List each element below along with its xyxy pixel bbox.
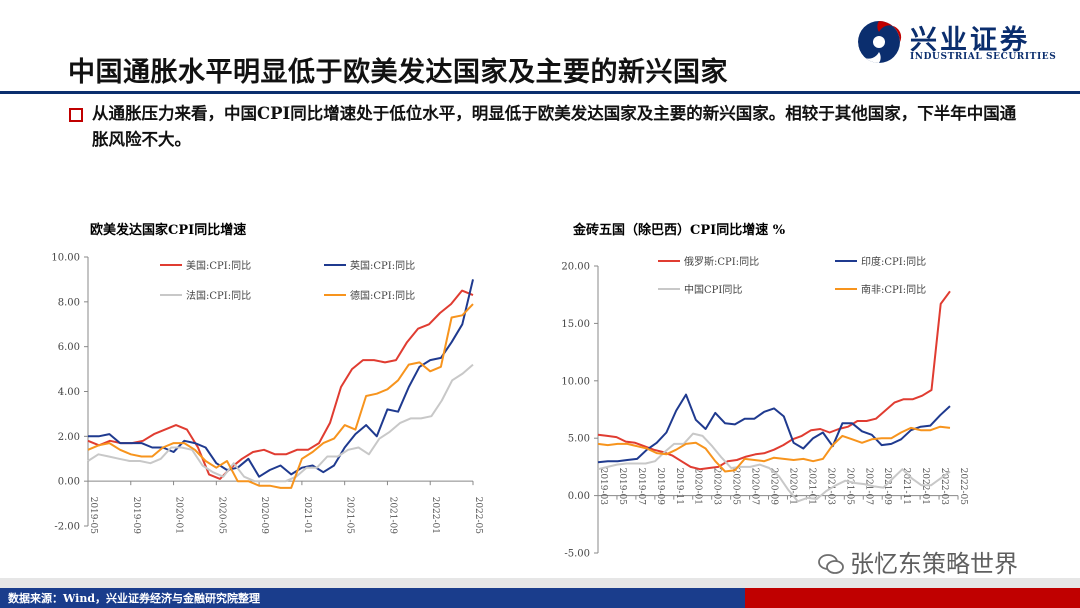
chart-developed-cpi: 10.00 8.00 6.00 4.00 2.00 0.00 -2.00 2019-05 201… — [51, 253, 483, 535]
chart1-ytick-label: 4.00 — [58, 387, 80, 398]
chart2-series-line-2 — [597, 432, 951, 503]
chart1-xtick-label: 2021-09 — [387, 497, 397, 535]
chart1-ytick-label: 2.00 — [58, 432, 80, 443]
page-title: 中国通胀水平明显低于欧美发达国家及主要的新兴国家 — [68, 57, 728, 88]
chart2-xtick-label: 2021-05 — [844, 468, 854, 506]
logo-swirl-icon — [856, 21, 902, 63]
chart1-ytick-label: 8.00 — [58, 297, 80, 308]
footer-source: 数据来源：Wind，兴业证券经济与金融研究院整理 — [8, 592, 261, 605]
chart2-xtick-label: 2022-05 — [958, 468, 968, 506]
chart1-ytick-label: 0.00 — [58, 477, 80, 488]
chart1-series-line-1 — [88, 279, 474, 478]
chart1-series-line-0 — [87, 289, 474, 480]
watermark: 张忆东策略世界 — [818, 544, 1018, 579]
chart2-xtick-label: 2021-03 — [825, 468, 835, 506]
chart1-xtick-label: 2019-09 — [131, 497, 141, 535]
company-logo: 兴业证券 INDUSTRIAL SECURITIES — [852, 16, 1067, 68]
chart1-ytick-label: -2.00 — [54, 522, 80, 533]
chart2-legend-label: 印度:CPI:同比 — [861, 255, 926, 268]
footer-accent — [745, 588, 1080, 608]
chart1-xtick-label: 2020-09 — [259, 497, 269, 535]
chart1-ytick-label: 10.00 — [51, 253, 80, 264]
chart1-legend-label: 美国:CPI:同比 — [186, 259, 251, 272]
chart1-title: 欧美发达国家CPI同比增速 — [90, 223, 247, 238]
chart2-ytick-label: 15.00 — [561, 319, 590, 330]
chart1-legend-label: 英国:CPI:同比 — [350, 259, 415, 272]
chart2-xtick-label: 2021-01 — [806, 468, 816, 505]
watermark-text: 张忆东策略世界 — [850, 550, 1018, 578]
chart2-xtick-label: 2020-05 — [731, 468, 741, 506]
chart2-ytick-label: 0.00 — [568, 491, 590, 502]
chart2-series-line-1 — [597, 393, 951, 464]
chart2-xtick-label: 2019-07 — [636, 468, 646, 506]
bullet-square-icon — [69, 108, 83, 122]
chart1-legend-label: 法国:CPI:同比 — [186, 289, 251, 302]
chart1-xtick-label: 2022-05 — [473, 497, 483, 535]
chart2-xtick-label: 2021-07 — [863, 468, 873, 506]
title-underline — [0, 91, 1080, 94]
chart1-xtick-label: 2020-05 — [216, 497, 226, 535]
chart2-xtick-label: 2019-11 — [674, 468, 684, 505]
wechat-icon — [818, 554, 844, 574]
chart2-xtick-label: 2020-11 — [787, 468, 797, 505]
chart2-xtick-label: 2019-09 — [655, 468, 665, 506]
chart2-ytick-label: 5.00 — [568, 434, 590, 445]
chart1-legend-label: 德国:CPI:同比 — [350, 289, 415, 302]
footer-strip — [0, 578, 1080, 588]
chart2-ytick-label: 10.00 — [561, 376, 590, 387]
chart1-xtick-label: 2020-01 — [174, 497, 184, 534]
chart1-xtick-label: 2022-01 — [430, 497, 440, 534]
chart2-legend-label: 中国CPI同比 — [684, 283, 742, 296]
chart2-xtick-label: 2019-05 — [617, 468, 627, 506]
chart1-xtick-label: 2019-05 — [88, 497, 98, 535]
logo-text: 兴业证券 — [910, 25, 1030, 56]
chart1-series-line-3 — [87, 303, 474, 489]
chart-brics-cpi: 20.00 15.00 10.00 5.00 0.00 -5.00 2019-03 2019-… — [561, 255, 968, 560]
bullet-text: 从通胀压力来看，中国CPI同比增速处于低位水平，明显低于欧美发达国家及主要的新兴… — [92, 104, 1017, 149]
chart2-series-line-3 — [597, 425, 951, 473]
chart2-xtick-label: 2019-03 — [598, 468, 608, 506]
chart2-xtick-label: 2021-09 — [882, 468, 892, 506]
chart2-xtick-label: 2022-03 — [939, 468, 949, 506]
chart2-series-line-0 — [597, 290, 951, 471]
chart2-legend-label: 南非:CPI:同比 — [861, 283, 926, 296]
chart2-xtick-label: 2020-03 — [712, 468, 722, 506]
chart1-ytick-label: 6.00 — [58, 342, 80, 353]
chart1-xtick-label: 2021-05 — [345, 497, 355, 535]
chart2-ytick-label: 20.00 — [561, 262, 590, 273]
chart1-series-line-2 — [87, 363, 474, 483]
chart2-xtick-label: 2021-11 — [901, 468, 911, 505]
chart2-xtick-label: 2020-01 — [693, 468, 703, 505]
chart2-xtick-label: 2020-07 — [750, 468, 760, 506]
logo-subtitle: INDUSTRIAL SECURITIES — [910, 52, 1057, 62]
chart2-title: 金砖五国（除巴西）CPI同比增速 % — [573, 223, 786, 238]
chart1-xtick-label: 2021-01 — [302, 497, 312, 534]
chart2-legend-label: 俄罗斯:CPI:同比 — [684, 255, 759, 268]
chart2-ytick-label: -5.00 — [564, 549, 590, 560]
chart2-xtick-label: 2020-09 — [769, 468, 779, 506]
